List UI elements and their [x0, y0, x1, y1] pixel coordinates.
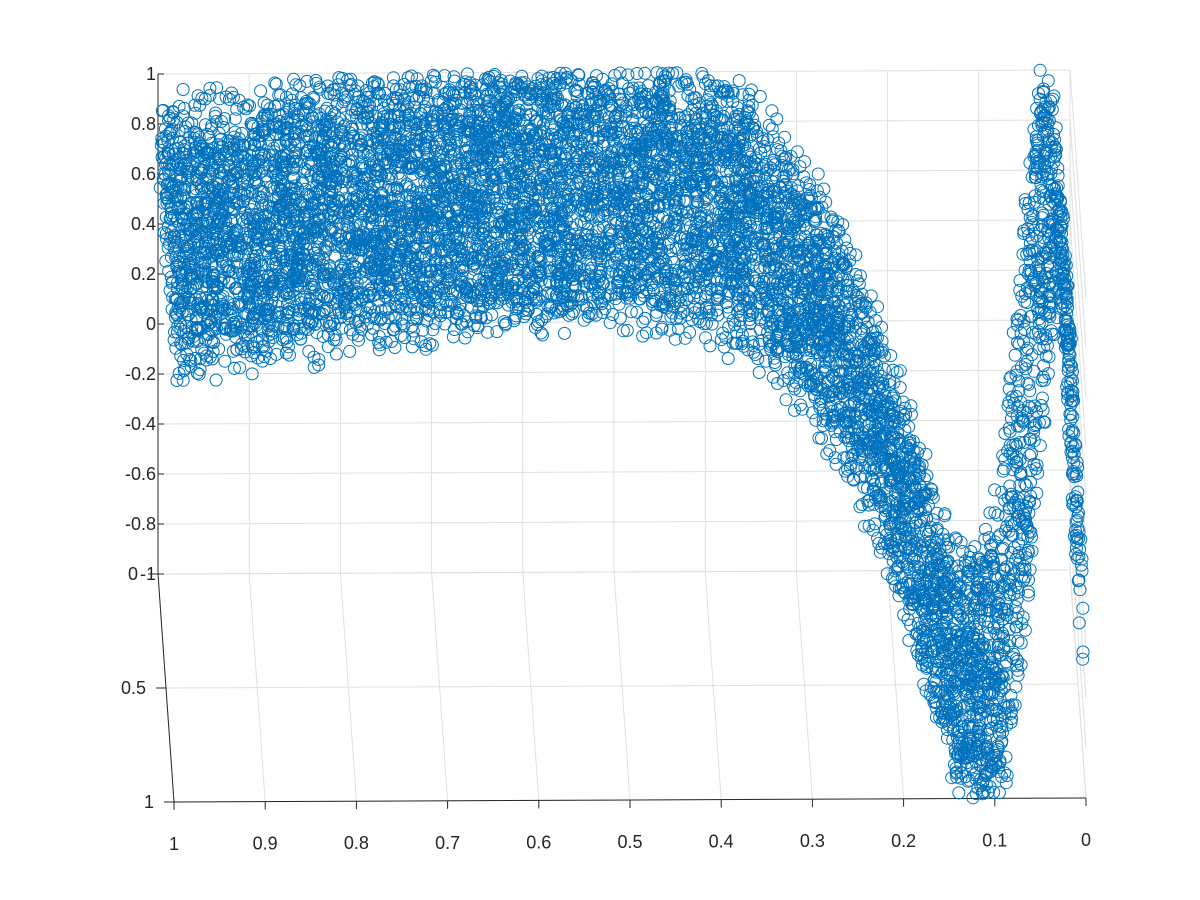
- scatter-point: [798, 155, 812, 169]
- scatter-point: [1018, 193, 1032, 207]
- scatter-point: [558, 326, 571, 340]
- scatter-point: [809, 413, 823, 427]
- scatter-point: [1020, 376, 1034, 390]
- scatter-point: [1018, 197, 1032, 210]
- grid-line-z: [157, 469, 1071, 475]
- scatter-point: [1064, 445, 1078, 459]
- scatter-point: [1021, 588, 1035, 602]
- grid-line-z: [157, 419, 1071, 425]
- scatter-point: [752, 366, 766, 379]
- scatter-point: [403, 304, 417, 318]
- scatter-point: [966, 791, 980, 805]
- scatter-point: [744, 249, 758, 263]
- scatter-point: [426, 68, 440, 82]
- scatter-point: [235, 212, 249, 226]
- scatter-point: [218, 354, 232, 368]
- scatter-point: [988, 535, 1002, 549]
- side-grid-line: [1069, 219, 1087, 449]
- scatter-point: [825, 284, 839, 298]
- scatter-point: [664, 244, 677, 258]
- scatter-point: [283, 348, 296, 362]
- scatter-point: [838, 233, 852, 247]
- scatter-point: [374, 304, 388, 318]
- scatter-point: [1051, 179, 1065, 193]
- scatter-point: [872, 537, 886, 550]
- scatter-point: [490, 325, 504, 339]
- scatter-point: [864, 289, 878, 303]
- scatter-point: [998, 426, 1012, 440]
- scatter-point: [1009, 680, 1023, 694]
- scatter-point: [1041, 117, 1055, 130]
- side-grid-line: [1069, 569, 1087, 799]
- scatter-point: [1035, 391, 1049, 405]
- scatter-point: [188, 106, 202, 120]
- scatter-point: [1024, 433, 1037, 447]
- scatter-point: [1037, 415, 1051, 429]
- scatter-point: [681, 108, 695, 122]
- scatter-point: [1072, 573, 1086, 587]
- scatter-point: [1072, 616, 1086, 630]
- scatter-point: [1033, 63, 1047, 77]
- scatter-point: [681, 89, 695, 103]
- side-grid-line: [1069, 169, 1087, 399]
- scatter-point: [589, 308, 603, 322]
- scatter-point: [952, 786, 966, 800]
- scatter-point: [815, 431, 828, 445]
- scatter-point: [733, 320, 747, 334]
- scatter-point: [170, 374, 184, 387]
- scatter-point: [407, 332, 421, 346]
- scatter-point: [779, 393, 793, 407]
- scatter-point: [716, 326, 730, 340]
- scatter-point: [254, 84, 268, 98]
- scatter-point: [1011, 634, 1025, 648]
- scatter-point: [534, 219, 548, 233]
- scatter-point: [1003, 578, 1017, 592]
- scatter-point: [829, 433, 843, 446]
- scatter-point: [1020, 499, 1034, 513]
- scatter-point: [823, 444, 837, 457]
- scatter-point: [163, 284, 177, 297]
- scatter-point: [426, 323, 440, 337]
- scatter-point: [616, 324, 630, 338]
- scatter-point: [988, 483, 1002, 497]
- scatter-point: [625, 170, 638, 184]
- side-grid-line: [1069, 119, 1087, 349]
- scatter-point: [812, 431, 826, 445]
- scatter-point: [188, 98, 202, 112]
- scatter-point: [630, 305, 644, 319]
- scatter-point: [950, 770, 964, 784]
- scatter-point: [1008, 348, 1022, 362]
- scatter-point: [1019, 362, 1033, 376]
- scatter-point: [949, 766, 963, 780]
- scatter-point: [405, 295, 419, 309]
- scatter-point: [247, 341, 261, 355]
- scatter-point: [799, 230, 812, 243]
- scatter-point: [192, 367, 206, 381]
- scatter-point: [829, 457, 843, 471]
- axes-layer: [148, 73, 1087, 810]
- scatter-point: [193, 363, 207, 377]
- scatter-point: [181, 171, 195, 185]
- grid-line-z: [157, 369, 1071, 375]
- scatter-point: [393, 83, 407, 97]
- scatter-point: [176, 83, 190, 96]
- scatter-point: [699, 331, 712, 345]
- scatter-point: [930, 506, 944, 520]
- scatter-point: [371, 76, 385, 90]
- scatter-point: [440, 100, 454, 114]
- scatter-point: [169, 341, 183, 355]
- scatter-point: [685, 313, 699, 327]
- scatter-point: [367, 179, 381, 193]
- scatter-point: [714, 333, 728, 347]
- scatter-point: [328, 107, 341, 121]
- scatter-points: [153, 63, 1090, 805]
- scatter-point: [811, 167, 825, 181]
- scatter-point: [1010, 312, 1024, 326]
- scatter-point: [374, 176, 388, 190]
- scatter-point: [858, 519, 871, 533]
- side-grid-line: [1069, 69, 1087, 299]
- scatter-point: [243, 99, 256, 113]
- scatter-point: [1069, 515, 1083, 529]
